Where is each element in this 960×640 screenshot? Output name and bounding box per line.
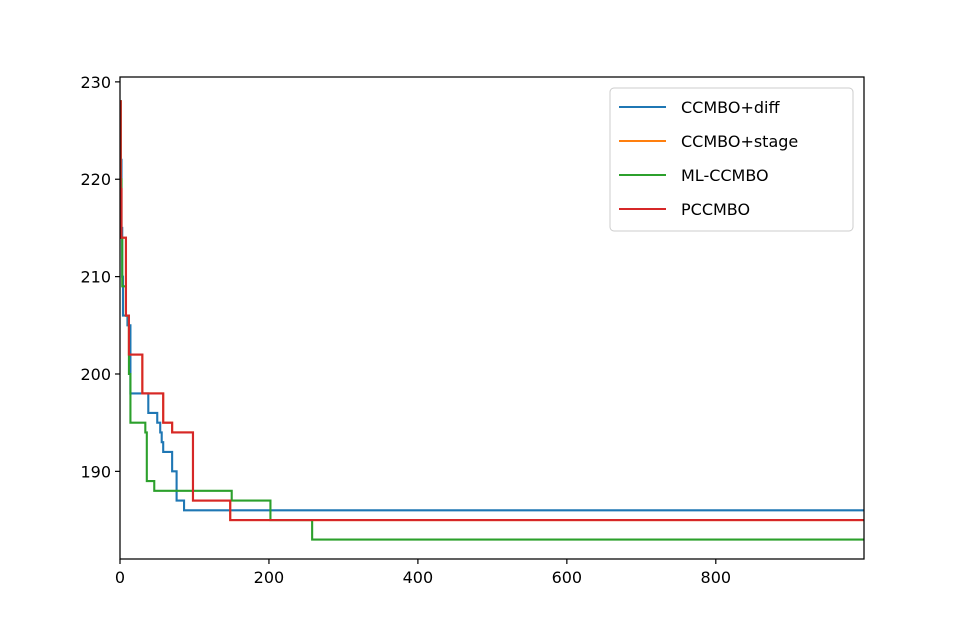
legend: CCMBO+diff CCMBO+stage ML-CCMBO PCCMBO — [609, 87, 854, 232]
x-tick-label: 200 — [254, 568, 285, 587]
y-tick-label: 200 — [80, 365, 111, 384]
y-tick-label: 190 — [80, 462, 111, 481]
legend-box — [609, 87, 854, 232]
y-tick-label: 230 — [80, 73, 111, 92]
legend-label: PCCMBO — [681, 200, 750, 219]
series-layer — [120, 100, 864, 541]
legend-label: CCMBO+diff — [681, 98, 780, 117]
x-tick-label: 800 — [701, 568, 732, 587]
legend-label: ML-CCMBO — [681, 166, 769, 185]
y-tick-label: 210 — [80, 268, 111, 287]
y-axis: 190 200 210 220 230 — [80, 73, 120, 481]
x-tick-label: 600 — [552, 568, 583, 587]
series-line-pccmbo — [120, 100, 864, 522]
legend-label: CCMBO+stage — [681, 132, 798, 151]
x-tick-label: 0 — [115, 568, 125, 587]
plot-frame — [119, 76, 865, 560]
y-tick-label: 220 — [80, 170, 111, 189]
x-tick-label: 400 — [403, 568, 434, 587]
x-axis: 0 200 400 600 800 — [115, 559, 731, 587]
